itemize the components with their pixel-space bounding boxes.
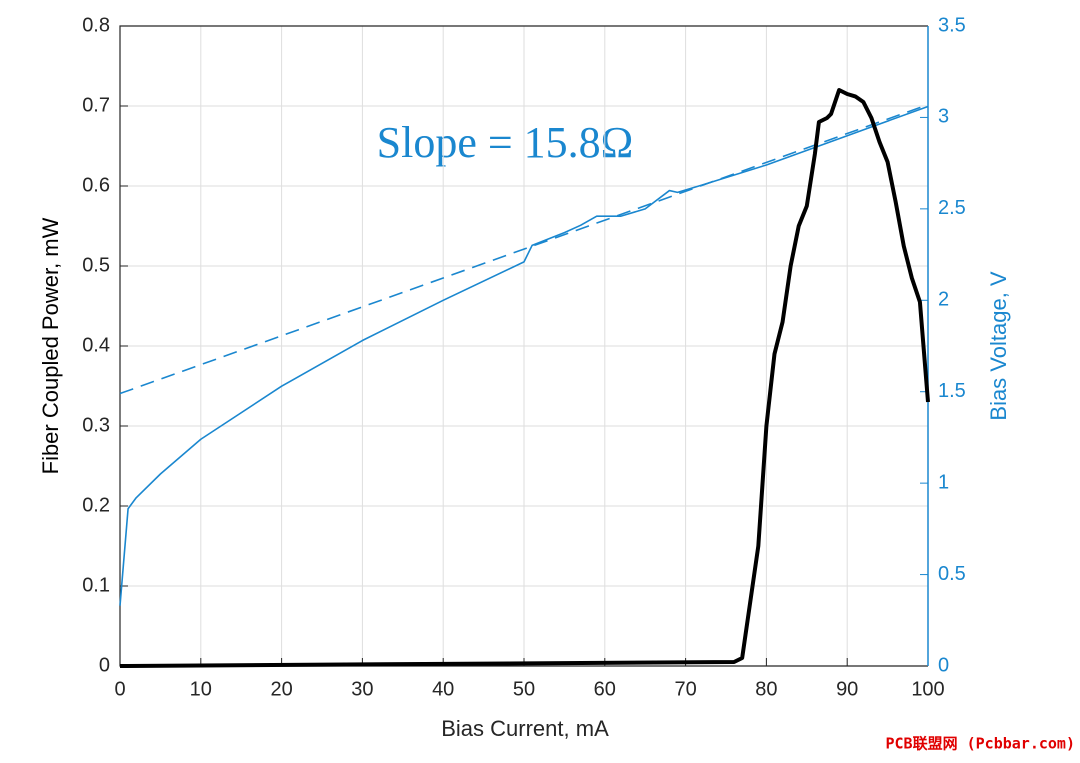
y2-tick-label: 1.5	[938, 380, 966, 402]
x-tick-label: 0	[114, 678, 125, 700]
y-tick-label: 0	[99, 654, 110, 676]
y-axis-label: Fiber Coupled Power, mW	[38, 217, 63, 474]
y2-tick-label: 1	[938, 471, 949, 493]
x-axis-label: Bias Current, mA	[441, 716, 609, 741]
x-tick-label: 60	[594, 678, 616, 700]
x-tick-label: 40	[432, 678, 454, 700]
x-tick-label: 30	[351, 678, 373, 700]
y-tick-label: 0.5	[82, 254, 110, 276]
x-tick-label: 100	[911, 678, 944, 700]
watermark: PCB联盟网 (Pcbbar.com)	[886, 735, 1076, 753]
y2-tick-label: 3.5	[938, 14, 966, 36]
series-line	[119, 88, 930, 668]
series-line	[119, 103, 929, 395]
x-tick-label: 10	[190, 678, 212, 700]
y-tick-label: 0.2	[82, 494, 110, 516]
series-line	[119, 105, 929, 606]
y2-tick-label: 2	[938, 289, 949, 311]
y2-tick-label: 0	[938, 654, 949, 676]
annotation: Slope = 15.8Ω	[377, 118, 634, 167]
x-tick-label: 90	[836, 678, 858, 700]
y2-axis-label: Bias Voltage, V	[986, 271, 1011, 421]
y-tick-label: 0.4	[82, 334, 110, 356]
x-tick-label: 20	[270, 678, 292, 700]
axis-box	[119, 25, 928, 667]
y-tick-label: 0.8	[82, 14, 110, 36]
x-tick-label: 80	[755, 678, 777, 700]
y-tick-label: 0.6	[82, 174, 110, 196]
y2-tick-label: 2.5	[938, 197, 966, 219]
y2-tick-label: 0.5	[938, 563, 966, 585]
y2-tick-label: 3	[938, 106, 949, 128]
x-tick-label: 50	[513, 678, 535, 700]
y-tick-label: 0.1	[82, 574, 110, 596]
y-tick-label: 0.7	[82, 94, 110, 116]
x-tick-label: 70	[674, 678, 696, 700]
y-tick-label: 0.3	[82, 414, 110, 436]
